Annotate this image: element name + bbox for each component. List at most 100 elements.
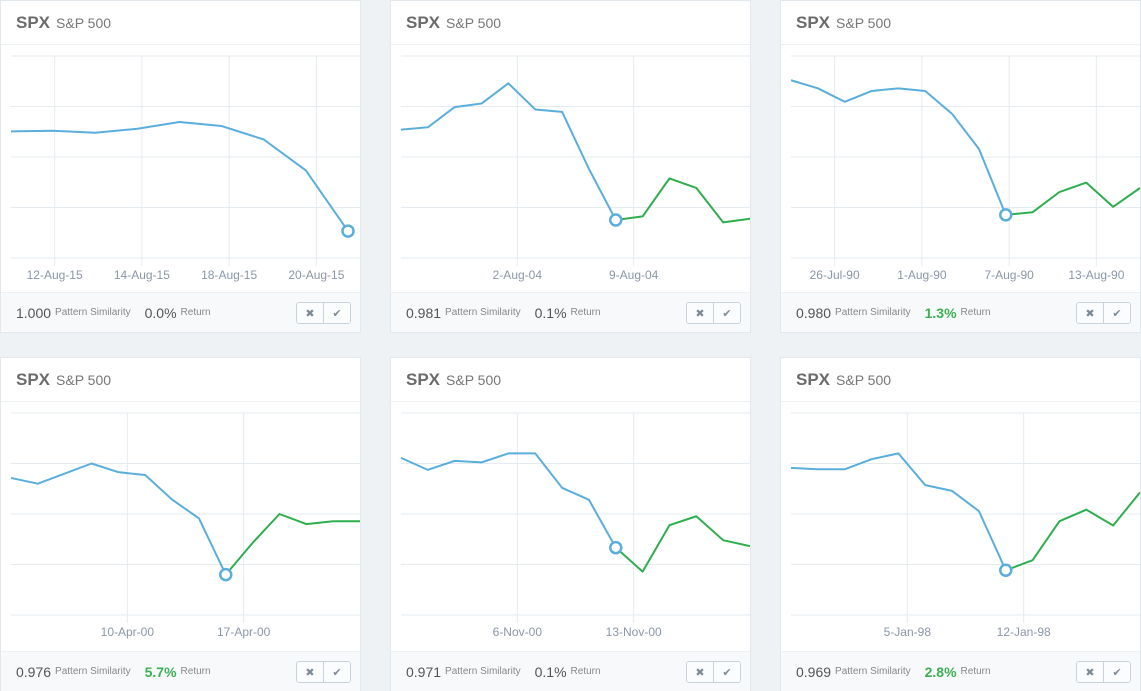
grid-horizontal bbox=[11, 412, 360, 616]
line-chart: 26-Jul-90 1-Aug-90 7-Aug-90 13-Aug-90 bbox=[781, 46, 1140, 294]
pattern-end-marker bbox=[609, 213, 623, 227]
reject-button[interactable]: ✖ bbox=[687, 303, 713, 323]
card-footer: 0.976 Pattern Similarity 5.7% Return ✖ ✔ bbox=[1, 651, 360, 691]
similarity-label: Pattern Similarity bbox=[445, 666, 521, 677]
return-value: 5.7% bbox=[144, 663, 177, 680]
ticker-symbol: SPX bbox=[796, 369, 831, 389]
x-tick-label: 20-Aug-15 bbox=[288, 268, 344, 282]
grid-horizontal bbox=[401, 412, 750, 616]
similarity-label: Pattern Similarity bbox=[445, 307, 521, 318]
x-tick-label: 18-Aug-15 bbox=[201, 268, 257, 282]
reject-button[interactable]: ✖ bbox=[687, 662, 713, 682]
card-footer: 1.000 Pattern Similarity 0.0% Return ✖ ✔ bbox=[1, 292, 360, 332]
index-name: S&P 500 bbox=[836, 371, 892, 388]
x-axis: 10-Apr-00 17-Apr-00 bbox=[101, 413, 271, 639]
x-axis: 12-Aug-15 14-Aug-15 18-Aug-15 20-Aug-15 bbox=[27, 56, 345, 282]
return-value: 0.0% bbox=[144, 304, 177, 321]
return-value: 0.1% bbox=[534, 663, 567, 680]
similarity-value: 0.981 bbox=[406, 304, 442, 321]
chart-svg: 26-Jul-90 1-Aug-90 7-Aug-90 13-Aug-90 bbox=[790, 55, 1140, 282]
line-chart: 5-Jan-98 12-Jan-98 bbox=[781, 403, 1140, 651]
pattern-card-2: SPX S&P 500 2-Aug-04 9-Aug-04 0.981 Patte… bbox=[391, 1, 750, 332]
grid-horizontal bbox=[11, 55, 360, 259]
x-tick-label: 26-Jul-90 bbox=[810, 268, 860, 282]
grid-horizontal bbox=[401, 55, 750, 259]
chart-svg: 5-Jan-98 12-Jan-98 bbox=[790, 412, 1140, 639]
history-series-line bbox=[10, 120, 349, 232]
x-tick-label: 2-Aug-04 bbox=[493, 268, 543, 282]
pattern-card-4: SPX S&P 500 10-Apr-00 17-Apr-00 0.976 Pat… bbox=[1, 358, 360, 691]
forward-series-line bbox=[225, 513, 360, 576]
index-name: S&P 500 bbox=[446, 371, 502, 388]
return-value: 1.3% bbox=[924, 304, 957, 321]
x-tick-label: 6-Nov-00 bbox=[493, 625, 543, 639]
ticker-symbol: SPX bbox=[406, 369, 441, 389]
reject-button[interactable]: ✖ bbox=[297, 662, 323, 682]
card-header: SPX S&P 500 bbox=[1, 1, 360, 45]
accept-button[interactable]: ✔ bbox=[1103, 662, 1130, 682]
x-tick-label: 7-Aug-90 bbox=[984, 268, 1034, 282]
reject-button[interactable]: ✖ bbox=[1077, 303, 1103, 323]
x-tick-label: 13-Nov-00 bbox=[606, 625, 662, 639]
x-tick-label: 14-Aug-15 bbox=[114, 268, 170, 282]
similarity-value: 0.971 bbox=[406, 663, 442, 680]
history-series-line bbox=[400, 82, 617, 221]
vote-buttons: ✖ ✔ bbox=[686, 661, 741, 683]
chart-svg: 12-Aug-15 14-Aug-15 18-Aug-15 20-Aug-15 bbox=[10, 55, 360, 282]
similarity-value: 1.000 bbox=[16, 304, 52, 321]
accept-button[interactable]: ✔ bbox=[713, 662, 740, 682]
card-footer: 0.981 Pattern Similarity 0.1% Return ✖ ✔ bbox=[391, 292, 750, 332]
x-axis: 6-Nov-00 13-Nov-00 bbox=[493, 413, 662, 639]
card-header: SPX S&P 500 bbox=[391, 1, 750, 45]
chart-svg: 10-Apr-00 17-Apr-00 bbox=[10, 412, 360, 639]
ticker-symbol: SPX bbox=[16, 12, 51, 32]
vote-buttons: ✖ ✔ bbox=[686, 302, 741, 324]
return-label: Return bbox=[960, 666, 991, 677]
index-name: S&P 500 bbox=[836, 14, 892, 31]
similarity-value: 0.976 bbox=[16, 663, 52, 680]
similarity-value: 0.969 bbox=[796, 663, 832, 680]
line-chart: 6-Nov-00 13-Nov-00 bbox=[391, 403, 750, 651]
reject-button[interactable]: ✖ bbox=[297, 303, 323, 323]
return-label: Return bbox=[180, 307, 211, 318]
history-series-line bbox=[790, 452, 1007, 571]
history-series-line bbox=[790, 79, 1007, 216]
return-label: Return bbox=[570, 666, 601, 677]
accept-button[interactable]: ✔ bbox=[713, 303, 740, 323]
x-tick-label: 10-Apr-00 bbox=[101, 625, 155, 639]
accept-button[interactable]: ✔ bbox=[323, 662, 350, 682]
pattern-end-marker bbox=[609, 540, 623, 555]
history-series-line bbox=[10, 462, 227, 576]
forward-series-line bbox=[1005, 181, 1140, 216]
x-axis: 26-Jul-90 1-Aug-90 7-Aug-90 13-Aug-90 bbox=[810, 56, 1125, 282]
accept-button[interactable]: ✔ bbox=[1103, 303, 1130, 323]
accept-button[interactable]: ✔ bbox=[323, 303, 350, 323]
x-tick-label: 5-Jan-98 bbox=[884, 625, 932, 639]
chart-svg: 2-Aug-04 9-Aug-04 bbox=[400, 55, 750, 282]
line-chart: 12-Aug-15 14-Aug-15 18-Aug-15 20-Aug-15 bbox=[1, 46, 360, 294]
x-tick-label: 17-Apr-00 bbox=[217, 625, 271, 639]
x-tick-label: 9-Aug-04 bbox=[609, 268, 659, 282]
x-tick-label: 13-Aug-90 bbox=[1068, 268, 1124, 282]
pattern-card-6: SPX S&P 500 5-Jan-98 12-Jan-98 0.969 Patt… bbox=[781, 358, 1140, 691]
index-name: S&P 500 bbox=[56, 14, 112, 31]
x-tick-label: 12-Jan-98 bbox=[997, 625, 1051, 639]
line-chart: 2-Aug-04 9-Aug-04 bbox=[391, 46, 750, 294]
card-header: SPX S&P 500 bbox=[781, 358, 1140, 402]
vote-buttons: ✖ ✔ bbox=[296, 302, 351, 324]
ticker-symbol: SPX bbox=[406, 12, 441, 32]
pattern-card-3: SPX S&P 500 26-Jul-90 1-Aug-90 7-Aug-90 13-… bbox=[781, 1, 1140, 332]
index-name: S&P 500 bbox=[446, 14, 502, 31]
similarity-label: Pattern Similarity bbox=[835, 666, 911, 677]
pattern-end-marker bbox=[999, 563, 1013, 578]
return-label: Return bbox=[180, 666, 211, 677]
forward-series-line bbox=[1005, 491, 1140, 572]
vote-buttons: ✖ ✔ bbox=[296, 661, 351, 683]
return-value: 2.8% bbox=[924, 663, 957, 680]
similarity-label: Pattern Similarity bbox=[55, 307, 131, 318]
vote-buttons: ✖ ✔ bbox=[1076, 302, 1131, 324]
reject-button[interactable]: ✖ bbox=[1077, 662, 1103, 682]
x-axis: 5-Jan-98 12-Jan-98 bbox=[884, 413, 1051, 639]
similarity-label: Pattern Similarity bbox=[835, 307, 911, 318]
history-series-line bbox=[400, 452, 617, 549]
